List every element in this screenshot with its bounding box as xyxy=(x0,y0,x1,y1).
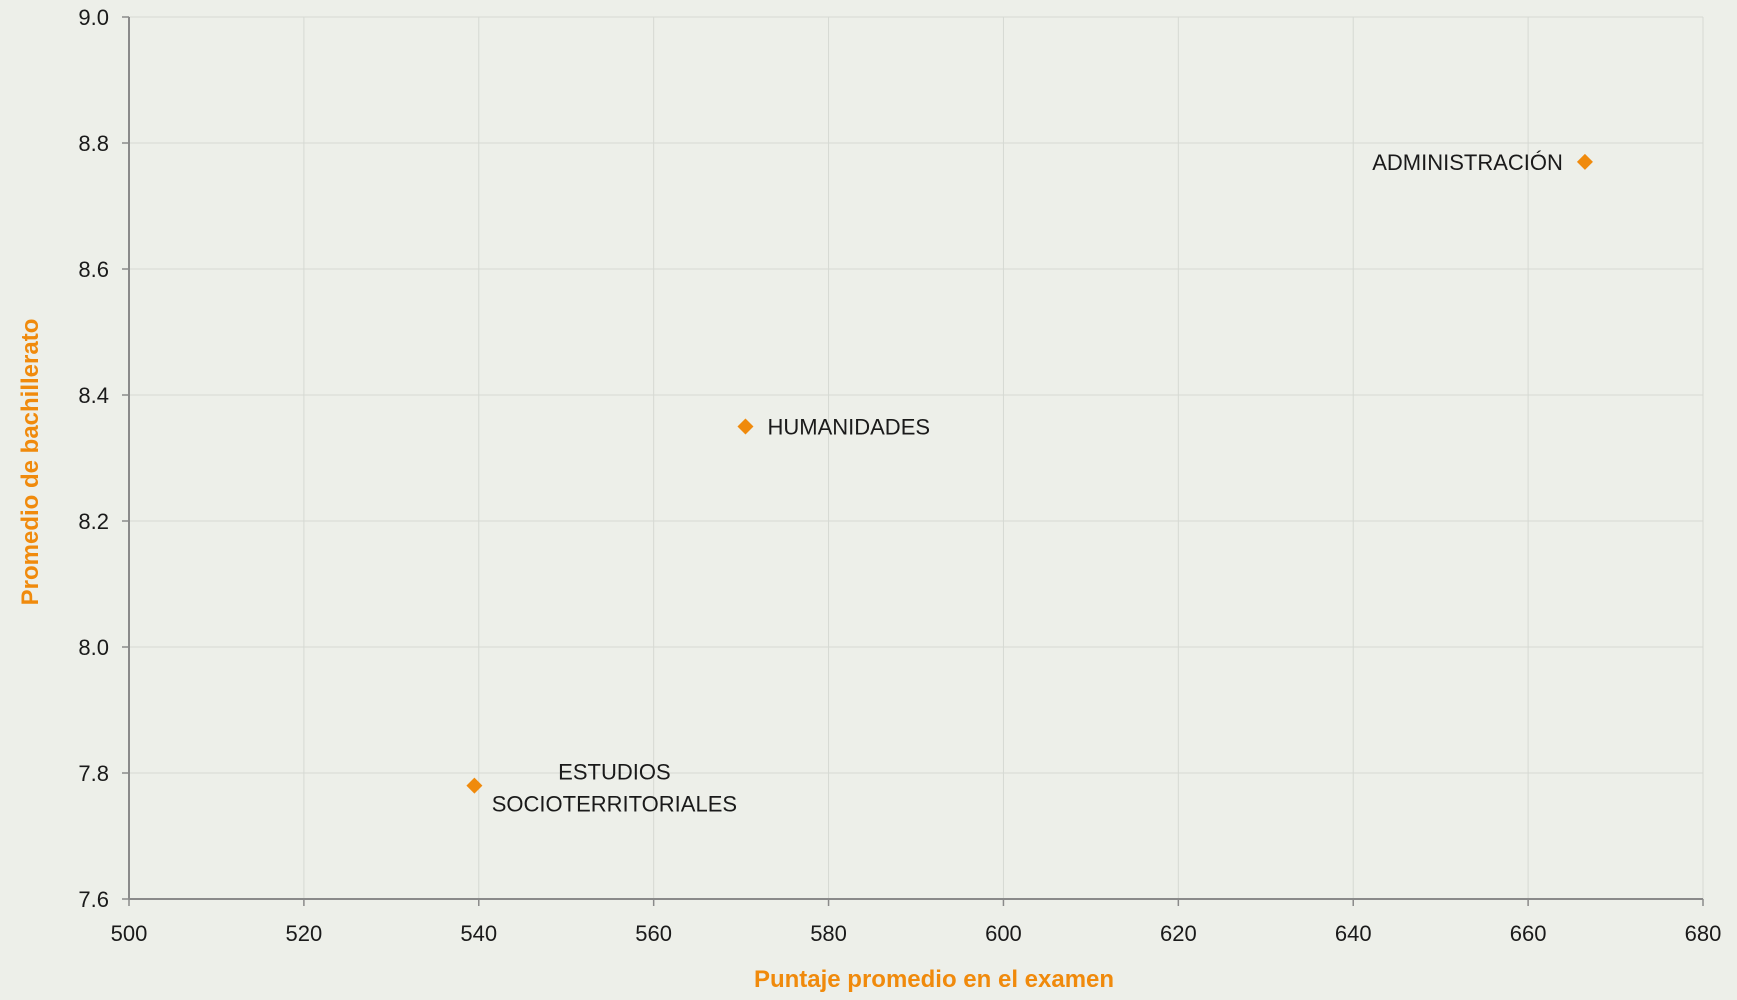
x-tick-label: 640 xyxy=(1335,921,1372,946)
y-tick-label: 8.4 xyxy=(78,383,109,408)
y-axis-title: Promedio de bachillerato xyxy=(17,319,44,606)
data-point-label: ESTUDIOS xyxy=(558,760,670,785)
axes xyxy=(122,16,1704,906)
x-tick-label: 580 xyxy=(810,921,847,946)
x-tick-label: 540 xyxy=(460,921,497,946)
x-tick-label: 560 xyxy=(635,921,672,946)
x-axis-title: Puntaje promedio en el examen xyxy=(754,966,1114,993)
tick-labels: 500 520 540 560 580 600 620 640 660 680 7.6 7.8 8.0 8… xyxy=(78,5,1721,946)
data-point-label: SOCIOTERRITORIALES xyxy=(492,792,737,817)
y-tick-label: 8.6 xyxy=(78,257,109,282)
y-tick-label: 8.2 xyxy=(78,509,109,534)
data-point-marker xyxy=(1576,153,1593,170)
grid xyxy=(129,16,1704,899)
x-tick-label: 660 xyxy=(1510,921,1547,946)
y-tick-label: 7.6 xyxy=(78,887,109,912)
data-point-marker xyxy=(737,418,754,435)
y-tick-label: 8.0 xyxy=(78,635,109,660)
x-tick-label: 600 xyxy=(985,921,1022,946)
data-points: ADMINISTRACIÓN HUMANIDADES ESTUDIOS SOCIOTE… xyxy=(466,150,1593,817)
y-tick-label: 7.8 xyxy=(78,761,109,786)
y-tick-label: 8.8 xyxy=(78,131,109,156)
data-point-label: ADMINISTRACIÓN xyxy=(1372,150,1563,175)
y-tick-label: 9.0 xyxy=(78,5,109,30)
x-tick-label: 620 xyxy=(1160,921,1197,946)
x-tick-label: 500 xyxy=(111,921,148,946)
x-tick-label: 680 xyxy=(1685,921,1722,946)
x-tick-label: 520 xyxy=(286,921,323,946)
data-point-label: HUMANIDADES xyxy=(767,415,930,440)
data-point-marker xyxy=(466,777,483,794)
